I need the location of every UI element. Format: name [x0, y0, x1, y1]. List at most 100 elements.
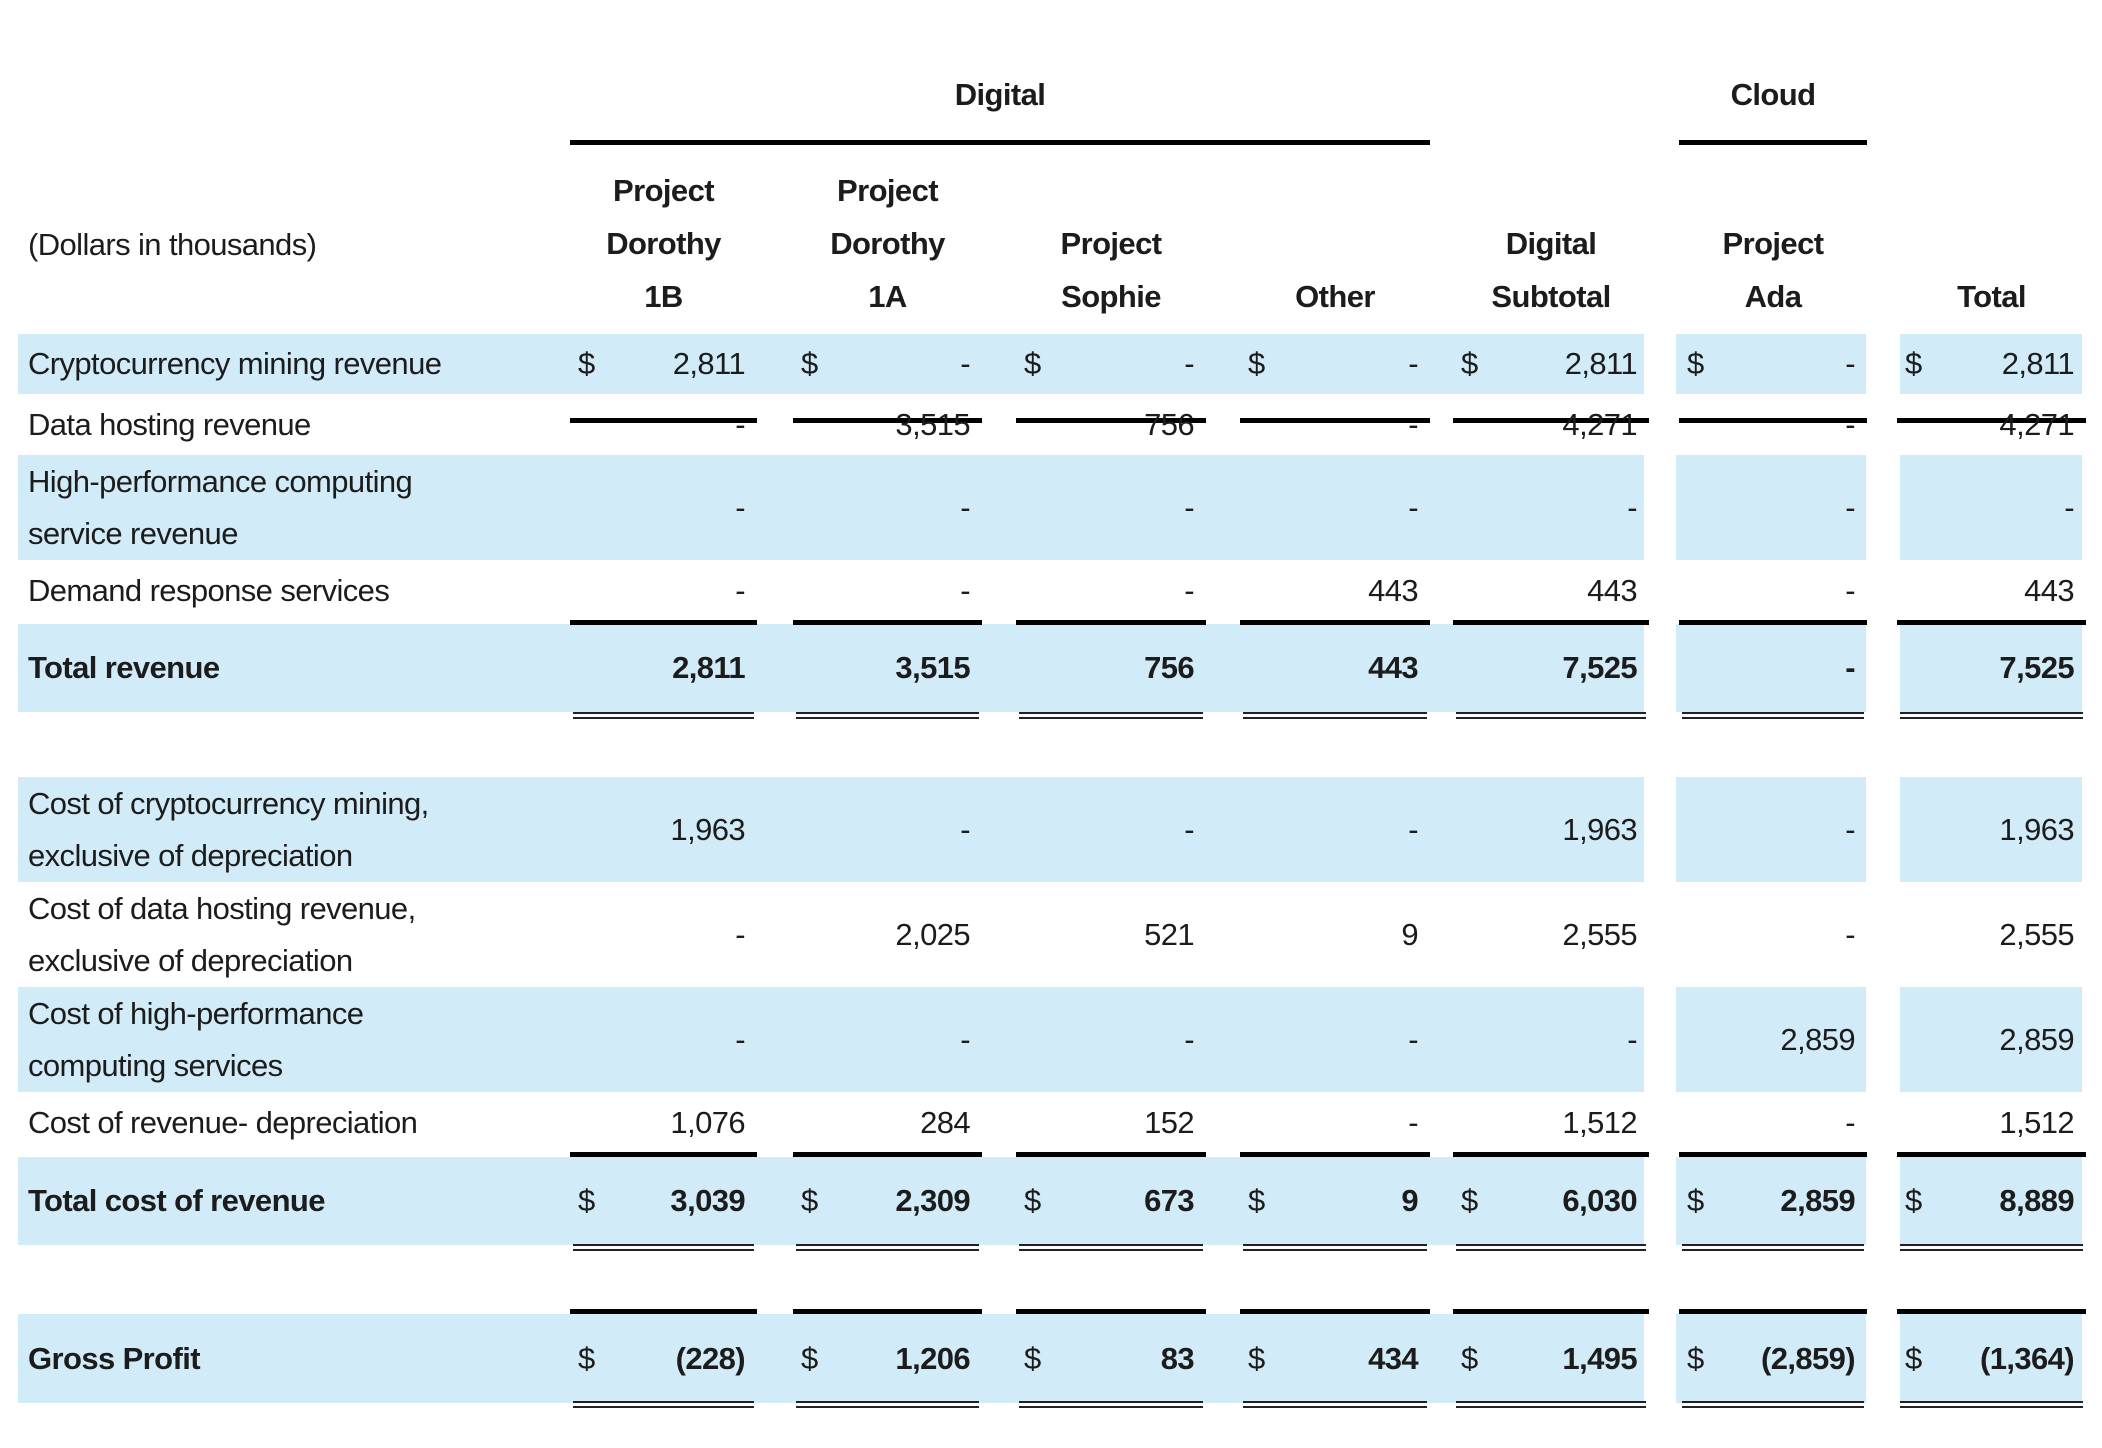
- cell-value: 152: [1144, 1105, 1195, 1140]
- cell-value: -: [1627, 1022, 1637, 1057]
- value-cell: -: [1687, 455, 1855, 560]
- cell-value: -: [1845, 407, 1855, 442]
- cell-value: -: [1184, 573, 1194, 608]
- cell-value: -: [960, 1022, 970, 1057]
- value-cell: 443: [1248, 560, 1419, 622]
- value-cell: -: [1687, 560, 1855, 622]
- cell-value: 2,811: [672, 346, 746, 381]
- value-cell: -: [1461, 987, 1637, 1092]
- table-row: Cost of cryptocurrency mining, exclusive …: [0, 777, 2102, 882]
- row-label: Cost of cryptocurrency mining, exclusive …: [28, 778, 429, 882]
- column-header-line: Project: [1060, 226, 1163, 261]
- row-highlight: [1900, 987, 2082, 1092]
- row-label: Data hosting revenue: [28, 399, 311, 451]
- value-cell: 4,271: [1461, 394, 1637, 455]
- cell-value: -: [960, 812, 970, 847]
- value-cell: -: [1687, 1092, 1855, 1153]
- value-cell: $ -: [1024, 334, 1195, 394]
- row-label-line: Cost of revenue- depreciation: [28, 1104, 418, 1140]
- value-cell: -: [578, 394, 745, 455]
- subtotal-rule: [1016, 1152, 1206, 1157]
- group-header-digital: Digital: [954, 77, 1046, 112]
- cell-value: -: [1845, 917, 1855, 952]
- row-label: Total cost of revenue: [28, 1175, 325, 1227]
- value-cell: 1,963: [1461, 777, 1637, 882]
- total-double-rule: [1900, 1401, 2083, 1408]
- value-cell: 1,963: [1905, 777, 2074, 882]
- value-cell: 756: [1024, 624, 1195, 712]
- row-label-line: Total revenue: [28, 650, 220, 685]
- column-header-rule: [570, 418, 757, 423]
- value-cell: -: [1024, 560, 1194, 622]
- value-cell: $3,039: [578, 1157, 746, 1245]
- value-cell: -: [1248, 987, 1418, 1092]
- row-highlight: [1676, 624, 1866, 712]
- cell-value: 2,555: [1999, 917, 2074, 952]
- row-label: High-performance computing service revenu…: [28, 456, 413, 560]
- value-cell: -: [1687, 624, 1855, 712]
- cell-value: 1,512: [1999, 1105, 2074, 1140]
- currency-symbol: $: [801, 1183, 818, 1218]
- row-highlight: [18, 455, 1644, 560]
- total-double-rule: [573, 712, 754, 719]
- column-header-line: Project: [613, 173, 715, 208]
- row-highlight: [18, 777, 1644, 882]
- group-rule-cloud: [1679, 140, 1867, 145]
- value-cell: $2,811: [578, 334, 746, 394]
- row-highlight: [1676, 455, 1866, 560]
- cell-value: 2,859: [1999, 1022, 2074, 1057]
- currency-symbol: $: [1248, 346, 1265, 381]
- column-header-rule: [1897, 418, 2086, 423]
- column-header-line: Subtotal: [1491, 279, 1611, 314]
- subtotal-rule: [1240, 620, 1430, 625]
- row-highlight: [1676, 1157, 1866, 1245]
- total-double-rule: [1682, 1244, 1864, 1251]
- row-label-line: computing services: [28, 1047, 283, 1083]
- currency-symbol: $: [1248, 1341, 1265, 1376]
- value-cell: 443: [1248, 624, 1419, 712]
- row-label: Cryptocurrency mining revenue: [28, 338, 442, 390]
- total-double-rule: [1019, 712, 1203, 719]
- total-double-rule: [1243, 1401, 1427, 1408]
- column-header-rule: [793, 418, 982, 423]
- currency-symbol: $: [1905, 1183, 1922, 1218]
- row-highlight: [1676, 987, 1866, 1092]
- subtotal-rule: [1453, 1309, 1649, 1314]
- subtotal-rule: [1897, 1152, 2086, 1157]
- currency-symbol: $: [1461, 346, 1478, 381]
- value-cell: -: [1687, 882, 1855, 987]
- currency-symbol: $: [578, 1341, 595, 1376]
- total-double-rule: [1900, 712, 2083, 719]
- cell-value: 2,811: [2001, 346, 2075, 381]
- cell-value: 443: [2024, 573, 2075, 608]
- cell-value: -: [735, 917, 745, 952]
- cell-value: 443: [1368, 650, 1419, 685]
- value-cell: -: [1024, 777, 1194, 882]
- table-row: Cost of revenue- depreciation 1,076 284 152…: [0, 1092, 2102, 1153]
- cell-value: -: [1845, 1105, 1855, 1140]
- row-label-line: Demand response services: [28, 573, 390, 608]
- total-double-rule: [1456, 712, 1646, 719]
- cell-value: 9: [1401, 1183, 1418, 1218]
- cell-value: 443: [1368, 573, 1419, 608]
- value-cell: 4,271: [1905, 394, 2074, 455]
- row-highlight: [1676, 1314, 1866, 1403]
- value-cell: -: [801, 455, 970, 560]
- total-double-rule: [796, 712, 979, 719]
- currency-symbol: $: [1687, 346, 1704, 381]
- row-highlight: [1900, 1314, 2082, 1403]
- table-row: Data hosting revenue - 3,515 756 - 4,271 - 4,27…: [0, 394, 2102, 455]
- row-label-line: Gross Profit: [28, 1340, 201, 1376]
- value-cell: 443: [1905, 560, 2075, 622]
- group-header-cloud: Cloud: [1730, 77, 1816, 112]
- column-header-rule: [1240, 418, 1430, 423]
- cell-value: -: [1845, 650, 1855, 685]
- value-cell: -: [1905, 455, 2074, 560]
- subtotal-rule: [1453, 1152, 1649, 1157]
- cell-value: 2,811: [672, 650, 745, 685]
- column-header-line: Dorothy: [830, 226, 945, 261]
- cell-value: 9: [1401, 917, 1418, 952]
- value-cell: $ (228): [578, 1314, 746, 1403]
- value-cell: $ (2,859): [1687, 1314, 1856, 1403]
- value-cell: $ -: [1687, 334, 1856, 394]
